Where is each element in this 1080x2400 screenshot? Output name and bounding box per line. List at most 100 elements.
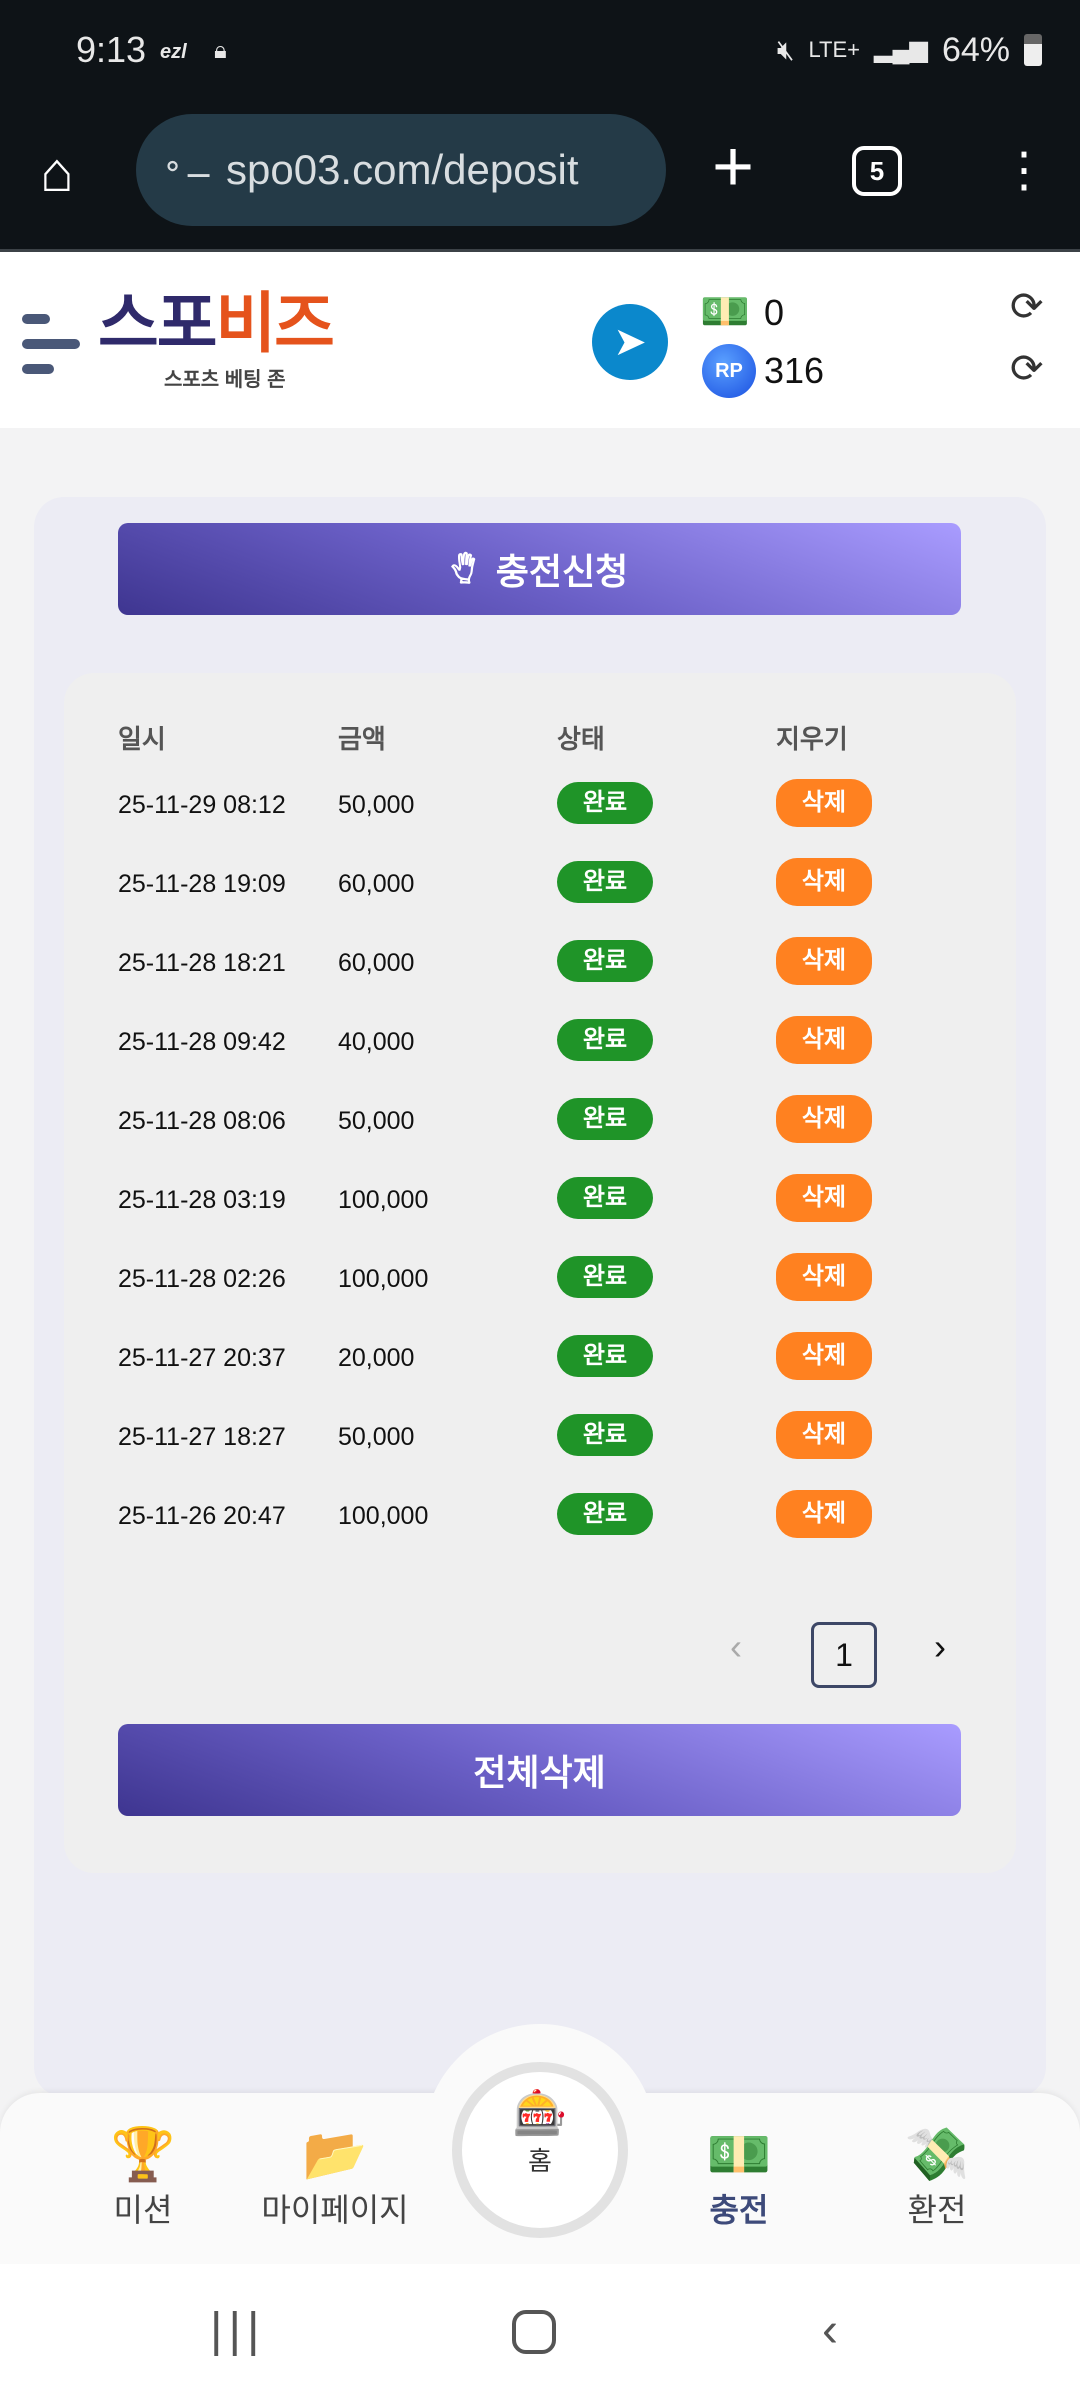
row-datetime: 25-11-28 18:21 xyxy=(118,949,286,977)
recent-apps-icon[interactable]: ||| xyxy=(210,2304,266,2357)
site-header: 스포비즈 스포츠 베팅 존 ➤ 💵 0 RP 316 ⟳ ⟳ xyxy=(0,252,1080,428)
table-row: 25-11-28 03:19 100,000 완료 삭제 xyxy=(0,1174,1080,1225)
delete-row-button[interactable]: 삭제 xyxy=(776,1174,872,1222)
row-datetime: 25-11-29 08:12 xyxy=(118,791,286,819)
status-time: 9:13 xyxy=(76,29,147,70)
more-menu-icon[interactable]: ⋮ xyxy=(1000,144,1048,197)
status-badge: 완료 xyxy=(557,1256,653,1298)
logo-part-2: 비즈 xyxy=(215,286,334,360)
nav-mission[interactable]: 🏆 미션 xyxy=(58,2123,228,2229)
logo-subtitle: 스포츠 베팅 존 xyxy=(164,369,286,391)
row-datetime: 25-11-28 19:09 xyxy=(118,870,286,898)
delete-row-button[interactable]: 삭제 xyxy=(776,779,872,827)
row-amount: 50,000 xyxy=(338,791,415,819)
back-icon[interactable]: ‹ xyxy=(822,2304,838,2357)
network-label: LTE+ xyxy=(808,37,861,62)
table-row: 25-11-28 09:42 40,000 완료 삭제 xyxy=(0,1016,1080,1067)
status-badge: 완료 xyxy=(557,1335,653,1377)
hand-money-icon: 🖐︎ xyxy=(450,549,476,588)
table-row: 25-11-26 20:47 100,000 완료 삭제 xyxy=(0,1490,1080,1541)
status-badge: 완료 xyxy=(557,1493,653,1535)
delete-row-button[interactable]: 삭제 xyxy=(776,1490,872,1538)
status-badge: 완료 xyxy=(557,861,653,903)
nav-deposit[interactable]: 💵 충전 xyxy=(654,2123,824,2229)
withdraw-icon: 💸 xyxy=(904,2126,970,2184)
mute-icon: 🔇︎ xyxy=(776,34,795,65)
nav-label: 마이페이지 xyxy=(261,2192,409,2228)
delete-row-button[interactable]: 삭제 xyxy=(776,1253,872,1301)
url-text[interactable]: spo03.com/deposit xyxy=(226,146,579,193)
row-amount: 60,000 xyxy=(338,949,415,977)
hamburger-menu-icon[interactable] xyxy=(22,314,80,389)
carrier-label: ezl xyxy=(160,41,187,63)
delete-row-button[interactable]: 삭제 xyxy=(776,1411,872,1459)
deposit-icon: 💵 xyxy=(706,2126,772,2184)
status-badge: 완료 xyxy=(557,940,653,982)
nav-label: 환전 xyxy=(907,2192,967,2228)
folder-icon: 📂 xyxy=(302,2126,368,2184)
telegram-icon[interactable]: ➤ xyxy=(592,304,668,380)
status-badge: 완료 xyxy=(557,1177,653,1219)
row-amount: 50,000 xyxy=(338,1107,415,1135)
delete-row-button[interactable]: 삭제 xyxy=(776,858,872,906)
site-logo[interactable]: 스포비즈 xyxy=(98,286,335,360)
rp-icon: RP xyxy=(702,344,756,398)
table-row: 25-11-28 08:06 50,000 완료 삭제 xyxy=(0,1095,1080,1146)
nav-label: 충전 xyxy=(709,2192,769,2228)
nav-mypage[interactable]: 📂 마이페이지 xyxy=(250,2123,420,2229)
delete-all-button[interactable]: 전체삭제 xyxy=(118,1724,961,1816)
row-datetime: 25-11-27 18:27 xyxy=(118,1423,286,1451)
home-logo-icon: 🎰 xyxy=(512,2089,568,2138)
page-1-button[interactable]: 1 xyxy=(811,1622,877,1688)
deposit-request-label: 충전신청 xyxy=(495,551,629,592)
row-datetime: 25-11-27 20:37 xyxy=(118,1344,286,1372)
table-row: 25-11-28 19:09 60,000 완료 삭제 xyxy=(0,858,1080,909)
battery-percent: 64% xyxy=(941,31,1010,69)
refresh-rp-icon[interactable]: ⟳ xyxy=(1010,347,1044,391)
battery-icon xyxy=(1024,34,1042,66)
delete-row-button[interactable]: 삭제 xyxy=(776,1095,872,1143)
trophy-icon: 🏆 xyxy=(110,2126,176,2184)
url-bar[interactable]: ⚬⚊ spo03.com/deposit xyxy=(136,114,666,226)
status-icons: 🔇︎ LTE+ ▂▄▆ 64% xyxy=(777,30,1042,70)
row-datetime: 25-11-28 03:19 xyxy=(118,1186,286,1214)
table-row: 25-11-27 18:27 50,000 완료 삭제 xyxy=(0,1411,1080,1462)
row-amount: 60,000 xyxy=(338,870,415,898)
row-amount: 50,000 xyxy=(338,1423,415,1451)
row-datetime: 25-11-28 02:26 xyxy=(118,1265,286,1293)
delete-row-button[interactable]: 삭제 xyxy=(776,1016,872,1064)
nav-label: 홈 xyxy=(528,2146,552,2176)
tab-count-button[interactable]: 5 xyxy=(852,146,902,196)
refresh-cash-icon[interactable]: ⟳ xyxy=(1010,285,1044,329)
col-header-datetime: 일시 xyxy=(118,724,166,754)
col-header-delete: 지우기 xyxy=(776,724,848,754)
col-header-status: 상태 xyxy=(557,724,605,754)
browser-toolbar: ⌂ ⚬⚊ spo03.com/deposit + 5 ⋮ xyxy=(0,100,1080,252)
home-icon[interactable]: ⌂ xyxy=(40,140,74,203)
col-header-amount: 금액 xyxy=(338,724,386,754)
rp-balance: 316 xyxy=(764,350,825,391)
system-home-icon[interactable] xyxy=(512,2310,556,2354)
nav-home[interactable]: 🎰 홈 xyxy=(452,2062,628,2238)
next-page-button[interactable]: › xyxy=(934,1626,946,1667)
prev-page-button[interactable]: ‹ xyxy=(730,1626,742,1667)
table-row: 25-11-28 18:21 60,000 완료 삭제 xyxy=(0,937,1080,988)
row-amount: 100,000 xyxy=(338,1502,429,1530)
delete-row-button[interactable]: 삭제 xyxy=(776,937,872,985)
delete-row-button[interactable]: 삭제 xyxy=(776,1332,872,1380)
cash-icon: 💵 xyxy=(700,290,750,334)
lock-icon: 🔒︎ xyxy=(214,37,227,64)
status-badge: 완료 xyxy=(557,1019,653,1061)
table-row: 25-11-29 08:12 50,000 완료 삭제 xyxy=(0,779,1080,830)
status-bar: 9:13 ezl 🔒︎ 🔇︎ LTE+ ▂▄▆ 64% xyxy=(0,0,1080,100)
site-settings-icon[interactable]: ⚬⚊ xyxy=(160,151,213,184)
nav-withdraw[interactable]: 💸 환전 xyxy=(852,2123,1022,2229)
cash-balance: 0 xyxy=(764,292,785,333)
table-row: 25-11-27 20:37 20,000 완료 삭제 xyxy=(0,1332,1080,1383)
deposit-request-button[interactable]: 🖐︎ 충전신청 xyxy=(118,523,961,615)
row-datetime: 25-11-26 20:47 xyxy=(118,1502,286,1530)
row-datetime: 25-11-28 08:06 xyxy=(118,1107,286,1135)
new-tab-icon[interactable]: + xyxy=(712,127,755,207)
row-amount: 100,000 xyxy=(338,1265,429,1293)
row-datetime: 25-11-28 09:42 xyxy=(118,1028,286,1056)
